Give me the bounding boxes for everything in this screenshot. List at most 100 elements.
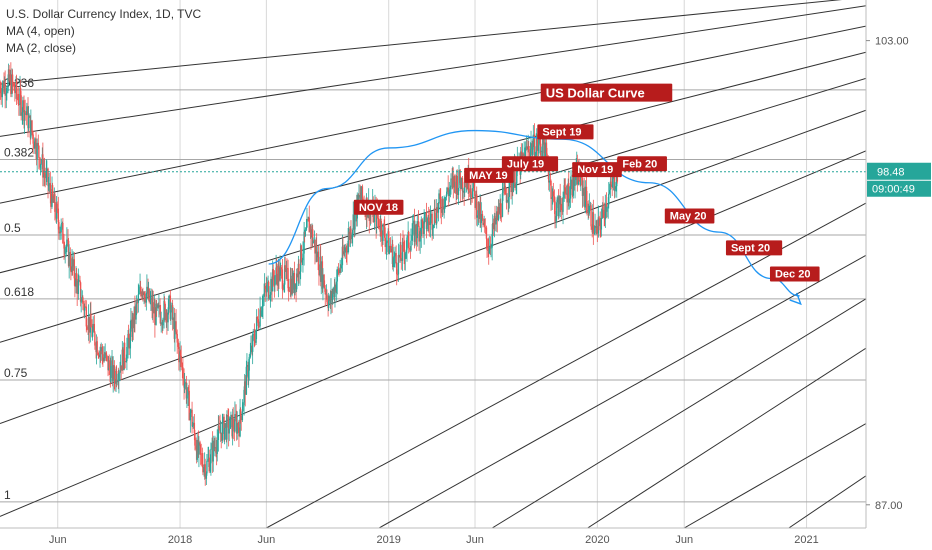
candle-body — [341, 246, 344, 266]
price-candle — [108, 354, 110, 376]
candle-body — [77, 280, 80, 294]
price-candle — [243, 386, 245, 416]
price-candle — [530, 130, 532, 160]
candle-body — [571, 179, 573, 196]
price-candle — [28, 113, 30, 118]
candle-body — [426, 225, 428, 229]
candle-body — [103, 357, 105, 362]
candle-body — [446, 187, 448, 195]
candle-body — [199, 445, 202, 454]
candle-body — [326, 293, 328, 302]
candle-body — [615, 186, 617, 190]
candle-body — [428, 218, 430, 222]
price-candle — [488, 235, 491, 255]
price-candle — [594, 213, 596, 235]
annotation-label: Dec 20 — [769, 266, 820, 282]
price-candle — [100, 342, 102, 361]
candle-body — [574, 180, 576, 186]
candle-body — [537, 145, 540, 151]
candle-body — [539, 137, 541, 144]
candle-body — [558, 196, 560, 217]
candle-body — [568, 198, 571, 203]
candle-body — [113, 365, 116, 380]
annotation-text: July 19 — [507, 158, 544, 170]
price-candle — [272, 264, 274, 287]
candle-body — [383, 223, 385, 227]
candle-body — [264, 285, 266, 290]
candle-body — [228, 428, 230, 434]
candle-body — [314, 239, 316, 254]
candle-body — [194, 433, 196, 446]
price-candle — [19, 75, 21, 116]
candle-body — [155, 303, 157, 325]
price-candle — [2, 80, 4, 95]
candle-body — [227, 416, 230, 434]
price-candle — [316, 246, 318, 262]
candle-body — [200, 453, 202, 455]
price-axis[interactable]: 103.00 87.00 98.48 09:00:49 — [865, 0, 931, 528]
price-candle — [115, 365, 118, 388]
price-candle — [12, 81, 14, 87]
price-candle — [52, 191, 54, 203]
candle-body — [2, 81, 4, 89]
price-candle — [156, 303, 158, 312]
chart-title[interactable]: U.S. Dollar Currency Index, 1D, TVC — [6, 7, 202, 21]
price-candle — [22, 96, 24, 125]
price-candle — [354, 211, 356, 237]
candle-body — [470, 188, 472, 195]
price-candle — [27, 97, 29, 138]
indicator-ma-open[interactable]: MA (4, open) — [6, 24, 75, 38]
candle-body — [23, 100, 25, 121]
price-candle — [599, 211, 601, 238]
candle-body — [209, 463, 212, 472]
candle-body — [205, 473, 208, 479]
candle-body — [546, 153, 548, 159]
candle-body — [389, 245, 392, 249]
indicator-ma-close[interactable]: MA (2, close) — [6, 41, 77, 55]
price-candle — [160, 311, 162, 333]
candle-body — [408, 248, 410, 250]
annotation-label: Sept 20 — [725, 240, 783, 256]
price-candle — [406, 235, 408, 262]
candle-body — [350, 228, 352, 240]
candle-body — [551, 197, 553, 199]
price-candle — [242, 402, 244, 412]
candle-body — [293, 272, 296, 293]
channel-line — [0, 5, 866, 137]
candle-body — [158, 305, 160, 307]
price-candle — [426, 216, 428, 232]
candle-body — [192, 422, 194, 426]
price-candle — [425, 202, 428, 239]
candle-body — [116, 380, 118, 383]
candle-body — [570, 179, 572, 186]
candle-body — [252, 334, 254, 336]
candle-body — [26, 106, 28, 115]
price-candle — [304, 227, 306, 238]
candle-body — [351, 234, 353, 240]
candle-body — [219, 427, 221, 434]
candle-body — [278, 265, 280, 281]
price-candle — [230, 411, 232, 428]
price-candle — [136, 298, 138, 314]
price-candle — [5, 87, 7, 109]
price-candle — [427, 214, 429, 232]
countdown-label: 09:00:49 — [872, 184, 915, 196]
candle-body — [99, 350, 102, 352]
price-candle — [562, 191, 564, 225]
candle-body — [285, 267, 288, 272]
candle-body — [223, 428, 226, 440]
candle-body — [383, 226, 386, 238]
candle-body — [345, 247, 348, 251]
candle-body — [255, 329, 257, 343]
time-axis[interactable]: Jun 2018 Jun 2019 Jun 2020 Jun 2021 — [0, 527, 866, 546]
candle-body — [400, 244, 402, 259]
price-candle — [113, 360, 116, 390]
candle-body — [263, 285, 266, 294]
candle-body — [610, 181, 612, 185]
candle-body — [434, 208, 436, 221]
candle-body — [608, 193, 610, 205]
candle-body — [322, 274, 324, 289]
candle-body — [267, 281, 270, 299]
price-candle — [392, 247, 394, 272]
